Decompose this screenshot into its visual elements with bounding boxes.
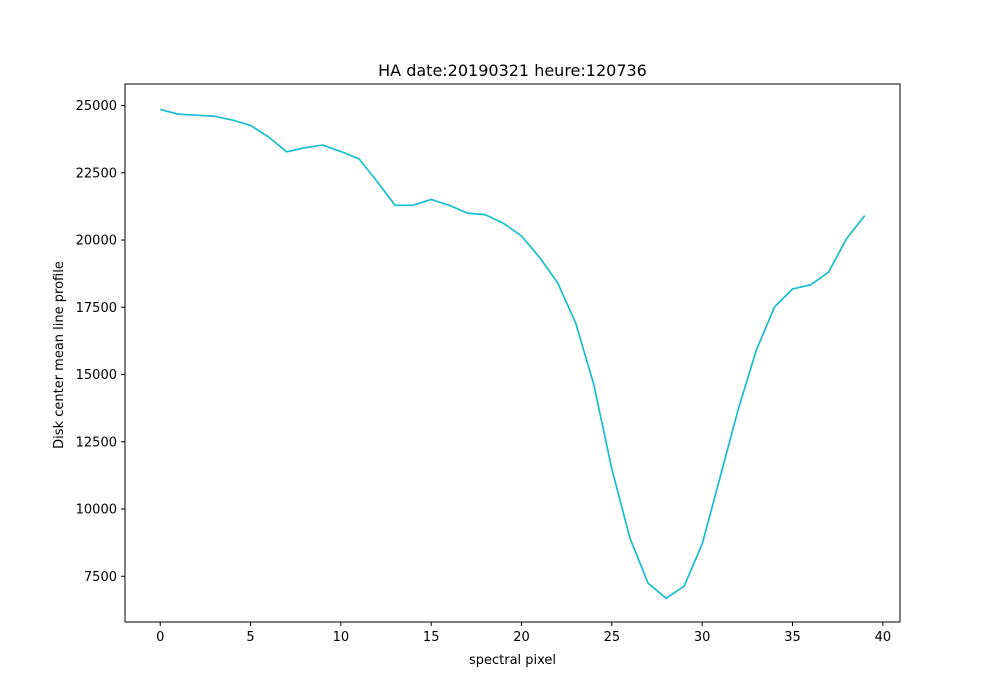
y-axis-label: Disk center mean line profile: [52, 261, 67, 449]
plot-area: 0 5 10 15 20 25 30 35 40 7500 10000 12500 15000 17500…: [76, 83, 901, 645]
chart-title: HA date:20190321 heure:120736: [378, 61, 647, 80]
y-tick-label-20000: 20000: [76, 234, 117, 249]
y-tick-label-7500: 7500: [84, 570, 117, 585]
x-tick-label-0: 0: [156, 630, 164, 645]
y-tick-label-22500: 22500: [76, 166, 117, 181]
y-tick-label-15000: 15000: [76, 368, 117, 383]
y-tick-label-10000: 10000: [76, 503, 117, 518]
x-tick-label-5: 5: [246, 630, 254, 645]
x-tick-label-40: 40: [875, 630, 892, 645]
y-tick-label-17500: 17500: [76, 301, 117, 316]
x-tick-label-30: 30: [694, 630, 711, 645]
x-tick-label-20: 20: [513, 630, 530, 645]
x-axis-label: spectral pixel: [469, 653, 556, 668]
x-tick-label-10: 10: [333, 630, 350, 645]
x-tick-label-35: 35: [784, 630, 801, 645]
y-tick-label-12500: 12500: [76, 435, 117, 450]
series-line-0: [160, 108, 866, 600]
plot-frame: [124, 83, 901, 623]
x-tick-label-15: 15: [423, 630, 440, 645]
y-tick-label-25000: 25000: [76, 99, 117, 114]
x-tick-label-25: 25: [604, 630, 621, 645]
